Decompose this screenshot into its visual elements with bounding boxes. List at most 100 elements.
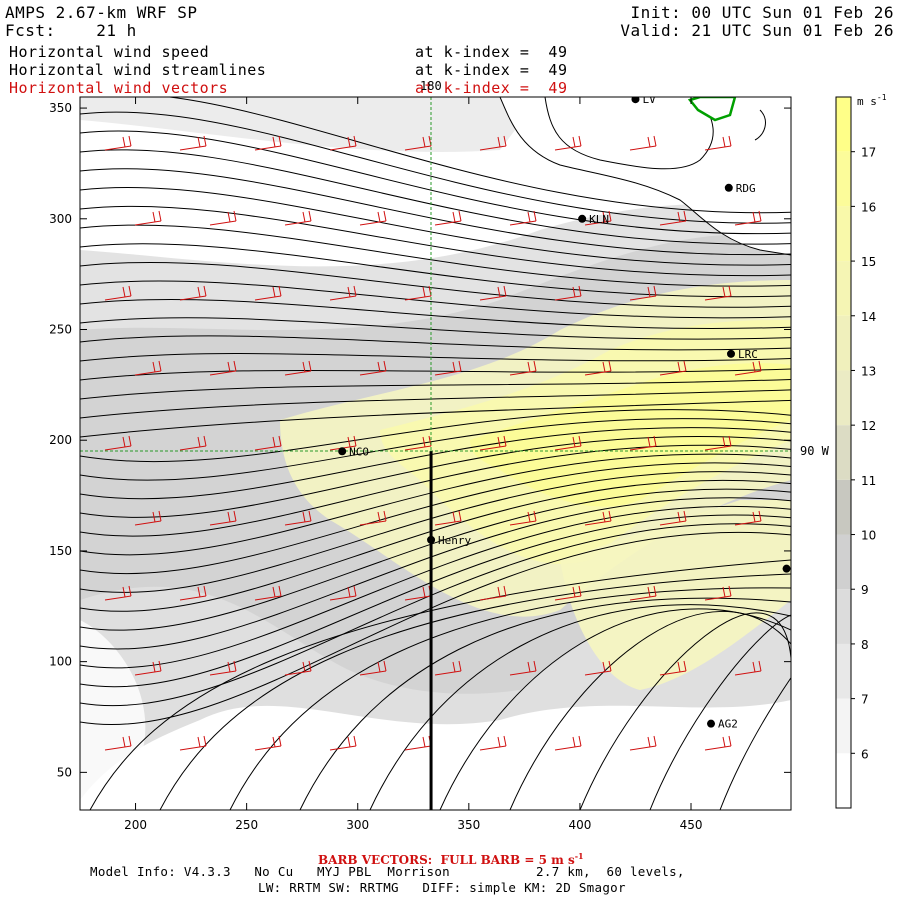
wind-barb [659,660,687,676]
wind-barb [254,585,282,601]
y-tick-label: 100 [49,655,72,669]
x-tick-label: 350 [457,818,480,832]
wind-barb [584,510,612,526]
wind-barb [329,135,357,151]
streamline [80,409,791,463]
colorbar-swatch [836,97,851,152]
wind-barb [329,585,357,601]
x-tick-label: 450 [680,818,703,832]
streamline [159,573,791,810]
station-marker [338,447,347,456]
y-tick-label: 50 [57,765,72,779]
wind-barb [284,660,312,676]
colorbar-label: 12 [861,419,876,433]
colorbar-label: 15 [861,255,876,269]
y-tick-label: 350 [49,101,72,115]
wind-barb [359,660,387,676]
y-tick-label: 300 [49,212,72,226]
colorbar-swatch [836,534,851,590]
wind-barb [659,510,687,526]
field-name-streamlines: Horizontal wind streamlines [9,61,267,79]
streamline [80,479,791,612]
colorbar-unit: m s-1 [857,93,887,108]
streamline [80,497,791,650]
coastline [499,97,791,256]
wind-barb [734,660,762,676]
wind-barb [434,510,462,526]
streamline [80,505,791,669]
streamline [80,378,791,400]
field-level-speed: at k-index = 49 [415,43,568,61]
station-label: RDG [736,182,756,195]
colorbar: 6 7 8 9 10 11 12 13 14 15 16 17 [835,96,876,809]
y-axis: 50 100 150 200 250 300 350 [49,101,791,779]
wind-barb [434,660,462,676]
wind-barb [479,735,507,751]
colorbar-swatch [836,370,851,426]
wind-barb [254,285,282,301]
wind-barb [254,435,282,451]
x-tick-label: 200 [124,818,147,832]
wind-barb [584,210,612,226]
colorbar-label: 7 [861,693,869,707]
streamline [80,243,791,298]
streamline [80,453,791,556]
y-tick-label: 250 [49,323,72,337]
wind-barb [509,510,537,526]
station-marker [707,719,716,728]
station-label: AG2 [718,718,738,731]
colorbar-label: 14 [861,310,876,324]
wind-barb [554,435,582,451]
wind-barb [734,360,762,376]
streamline [80,399,791,438]
wind-barb [629,735,657,751]
streamline [80,168,791,256]
streamlines [80,97,791,810]
model-info: Model Info: V4.3.3 No Cu MYJ PBL Morriso… [90,864,685,879]
wind-barb [434,210,462,226]
init-time: Init: 00 UTC Sun 01 Feb 26 [630,3,894,22]
wind-barb [359,510,387,526]
wind-barb [479,435,507,451]
streamline [80,444,791,537]
streamline [509,611,791,810]
colorbar-label: 11 [861,474,876,488]
wind-barb [704,285,732,301]
streamline [80,130,791,235]
plot-frame [79,96,792,811]
wind-barb [209,510,237,526]
streamline [80,514,791,688]
wind-barb [104,285,132,301]
wind-barb [209,360,237,376]
colorbar-swatch [836,643,851,699]
wind-barb [659,210,687,226]
wind-barb [134,210,162,226]
wind-barb [704,585,732,601]
colorbar-label: 10 [861,529,876,543]
wind-barb [479,585,507,601]
colorbar-frame [835,96,852,809]
wind-barb [584,660,612,676]
streamline [80,389,791,419]
stations: LV RDG KLN LRC NCO Henry AG2 [338,97,791,731]
colorbar-label: 13 [861,364,876,378]
wind-barb [179,735,207,751]
model-title: AMPS 2.67-km WRF SP [5,3,198,22]
wind-barb [629,435,657,451]
wind-barb [209,660,237,676]
streamline [80,261,791,308]
station-marker [631,97,640,104]
streamline [80,335,791,351]
wind-barb [629,585,657,601]
wind-barb [629,135,657,151]
wind-barb [704,435,732,451]
wind-barb [179,435,207,451]
forecast-label-text: Fcst: [5,21,56,40]
colorbar-swatch [836,261,851,316]
barb-legend-exp: -1 [574,851,584,861]
streamline [299,597,791,810]
streamline [80,523,791,707]
colorbar-swatch [836,151,851,207]
wind-barb [134,660,162,676]
wind-barb [254,135,282,151]
